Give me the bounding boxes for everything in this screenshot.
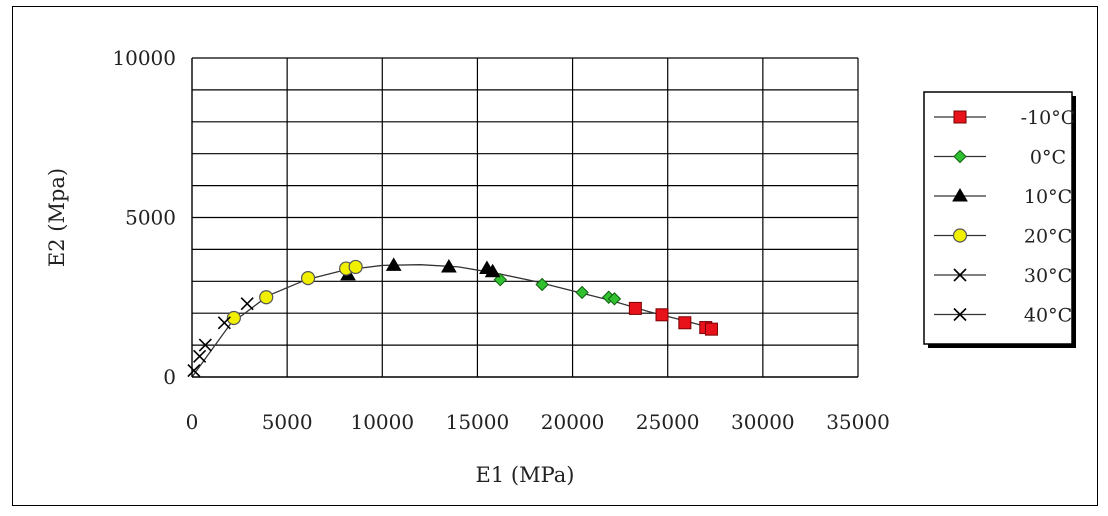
legend-marker bbox=[952, 228, 968, 243]
data-point bbox=[226, 310, 241, 326]
series-0 bbox=[628, 301, 718, 336]
legend-label: 40°C bbox=[1024, 305, 1072, 327]
legend-item: 10°C bbox=[934, 186, 1072, 208]
plot-area bbox=[187, 57, 859, 378]
x-tick-label: 30000 bbox=[731, 410, 795, 434]
x-tick-label: 35000 bbox=[826, 410, 890, 434]
x-tick-label: 25000 bbox=[636, 410, 700, 434]
y-tick-label: 0 bbox=[163, 365, 176, 389]
x-tick-label: 10000 bbox=[350, 410, 414, 434]
data-point bbox=[678, 316, 692, 330]
data-point bbox=[193, 349, 207, 363]
legend-box bbox=[923, 91, 1073, 345]
data-point bbox=[704, 322, 718, 336]
legend-item: -10°C bbox=[934, 107, 1075, 129]
series-3 bbox=[226, 259, 363, 326]
y-tick-label: 10000 bbox=[112, 46, 176, 70]
series-5 bbox=[187, 338, 212, 378]
legend-marker bbox=[952, 188, 968, 202]
legend-item: 0°C bbox=[934, 147, 1066, 169]
legend-marker bbox=[953, 268, 967, 282]
x-tick-label: 20000 bbox=[541, 410, 605, 434]
x-tick-label: 0 bbox=[186, 410, 199, 434]
data-point bbox=[259, 290, 274, 305]
legend-marker bbox=[953, 110, 967, 124]
data-point bbox=[187, 364, 201, 378]
data-point bbox=[535, 277, 549, 292]
legend-marker bbox=[953, 307, 967, 322]
legend-label: 0°C bbox=[1030, 147, 1066, 169]
data-point bbox=[484, 263, 501, 278]
data-point bbox=[240, 297, 254, 311]
series-4 bbox=[217, 297, 254, 330]
data-point bbox=[385, 257, 402, 271]
legend: -10°C 0°C 10°C 20°C 30°C 40°C bbox=[923, 91, 1076, 348]
data-point bbox=[300, 271, 316, 286]
legend-label: 20°C bbox=[1024, 226, 1072, 248]
x-tick-label: 15000 bbox=[446, 410, 510, 434]
legend-label: -10°C bbox=[1021, 107, 1076, 129]
legend-label: 10°C bbox=[1024, 186, 1072, 208]
legend-item: 30°C bbox=[934, 265, 1072, 287]
axes: 0 5000 10000 15000 20000 25000 30000 35000 0 5000… bbox=[45, 46, 890, 487]
x-axis-title: E1 (MPa) bbox=[476, 463, 575, 487]
data-point bbox=[217, 316, 231, 330]
data-point bbox=[348, 259, 363, 275]
data-point bbox=[628, 301, 642, 315]
legend-label: 30°C bbox=[1024, 265, 1072, 287]
legend-marker bbox=[953, 149, 967, 164]
legend-item: 40°C bbox=[934, 305, 1072, 327]
y-axis-title: E2 (Mpa) bbox=[45, 168, 69, 267]
data-point bbox=[655, 308, 669, 322]
data-point bbox=[441, 258, 457, 273]
data-point bbox=[575, 285, 589, 300]
data-point bbox=[607, 292, 622, 306]
x-tick-label: 5000 bbox=[262, 410, 313, 434]
legend-item: 20°C bbox=[934, 226, 1072, 248]
y-tick-label: 5000 bbox=[125, 206, 176, 230]
data-point bbox=[198, 338, 212, 352]
